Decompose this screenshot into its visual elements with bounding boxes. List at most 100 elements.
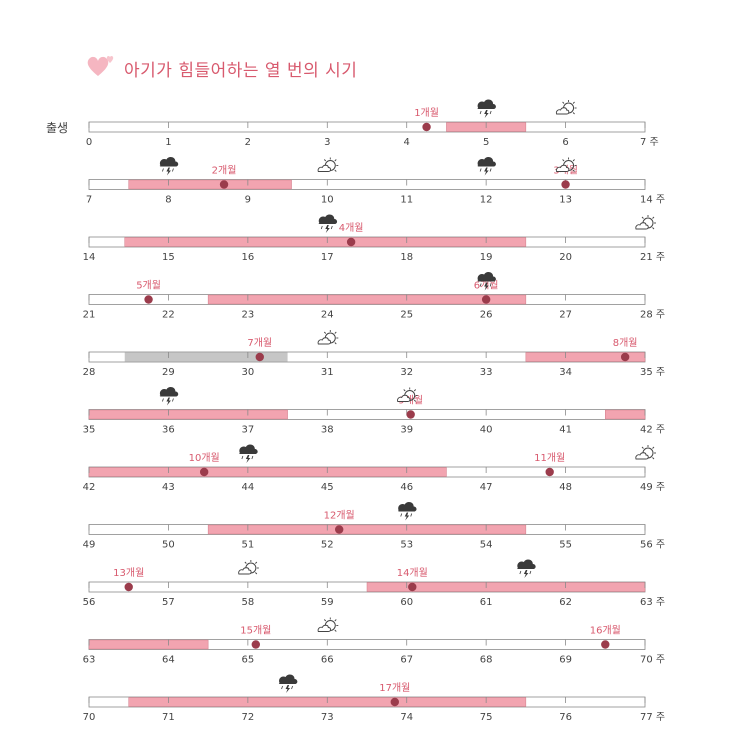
week-tick-label: 74 — [400, 712, 413, 723]
month-marker-label: 15개월 — [240, 625, 271, 637]
month-marker-dot — [545, 467, 554, 477]
month-marker-dot — [251, 640, 260, 649]
week-tick-label: 63 주 — [640, 597, 665, 608]
month-marker-label: 4개월 — [339, 222, 364, 234]
month-marker-dot — [144, 295, 153, 304]
week-tick-label: 41 — [559, 425, 572, 436]
week-tick-label: 60 — [400, 597, 413, 608]
week-tick-label: 65 — [241, 655, 254, 666]
week-tick-label: 8 — [165, 195, 171, 206]
month-marker-dot — [390, 697, 399, 707]
timeline-row: 56 57 58 59 60 61 62 63 주 13개월 14개월 — [83, 559, 665, 608]
week-tick-label: 32 — [400, 367, 413, 378]
week-tick-label: 39 — [400, 425, 413, 436]
month-marker-dot — [199, 467, 209, 477]
week-tick-label: 69 — [559, 655, 572, 666]
difficult-period-bar — [88, 409, 288, 420]
week-tick-label: 38 — [321, 425, 334, 436]
week-tick-label: 67 — [400, 655, 413, 666]
week-tick-label: 73 — [321, 712, 334, 723]
week-tick-label: 62 — [559, 597, 572, 608]
week-tick-label: 34 — [559, 367, 572, 378]
week-tick-label: 40 — [480, 425, 493, 436]
week-tick-label: 2 — [245, 137, 251, 148]
week-tick-label: 20 — [559, 252, 572, 263]
week-tick-label: 35 — [83, 425, 96, 436]
storm-cloud-icon — [516, 559, 537, 579]
month-marker-dot — [601, 640, 610, 649]
week-tick-label: 58 — [241, 597, 254, 608]
storm-cloud-icon — [159, 156, 179, 176]
month-marker-label: 1개월 — [414, 107, 439, 119]
difficult-period-bar — [88, 467, 447, 477]
timeline-row: 0 1 2 3 4 5 6 7 주 1개월 — [86, 99, 659, 148]
week-tick-label: 37 — [241, 425, 254, 436]
month-marker-dot — [408, 582, 417, 592]
week-tick-label: 46 — [400, 482, 413, 493]
month-marker-label: 13개월 — [113, 567, 144, 579]
week-tick-label: 76 — [559, 712, 572, 723]
week-tick-label: 50 — [162, 540, 175, 551]
week-tick-label: 45 — [321, 482, 334, 493]
storm-cloud-icon — [318, 214, 338, 234]
week-tick-label: 70 — [83, 712, 96, 723]
month-marker-label: 14개월 — [397, 567, 428, 579]
week-tick-label: 71 — [162, 712, 175, 723]
week-tick-label: 57 — [162, 597, 175, 608]
month-marker-label: 12개월 — [324, 510, 355, 522]
month-marker-label: 16개월 — [590, 625, 621, 637]
difficult-period-bar — [128, 179, 292, 190]
week-tick-label: 47 — [480, 482, 493, 493]
month-marker-dot — [422, 122, 431, 132]
difficult-period-bar — [124, 237, 527, 247]
page-title: 아기가 힘들어하는 열 번의 시기 — [124, 61, 358, 81]
month-marker-label: 5개월 — [136, 280, 161, 292]
week-tick-label: 61 — [480, 597, 493, 608]
difficult-period-bar — [88, 639, 209, 650]
month-marker-dot — [335, 525, 344, 534]
week-tick-label: 44 — [241, 482, 254, 493]
week-tick-label: 5 — [483, 137, 489, 148]
week-tick-label: 42 주 — [640, 425, 665, 436]
month-marker-label: 7개월 — [247, 337, 272, 349]
storm-cloud-icon — [477, 99, 497, 119]
week-tick-label: 63 — [83, 655, 96, 666]
week-tick-label: 66 — [321, 655, 334, 666]
week-tick-label: 56 — [83, 597, 96, 608]
week-tick-label: 70 주 — [640, 655, 665, 666]
week-tick-label: 53 — [400, 540, 413, 551]
month-marker-dot — [124, 582, 133, 592]
month-marker-label: 11개월 — [534, 452, 565, 464]
sun-behind-cloud-icon — [317, 617, 339, 632]
week-tick-label: 75 — [480, 712, 493, 723]
week-tick-label: 49 주 — [640, 482, 665, 493]
week-tick-label: 52 — [321, 540, 334, 551]
timeline-row: 42 43 44 45 46 47 48 49 주 10개월 11개월 — [83, 444, 665, 493]
week-tick-label: 68 — [480, 655, 493, 666]
timeline-row: 70 71 72 73 74 75 76 77 주 17개월 — [83, 674, 665, 723]
difficult-period-bar — [605, 409, 646, 420]
gray-period-bar — [124, 352, 288, 362]
storm-cloud-icon — [477, 156, 497, 176]
week-tick-label: 33 — [480, 367, 493, 378]
week-tick-label: 55 — [559, 540, 572, 551]
month-marker-dot — [219, 180, 229, 189]
week-tick-label: 22 — [162, 310, 175, 321]
week-tick-label: 43 — [162, 482, 175, 493]
week-tick-label: 21 — [83, 310, 96, 321]
month-marker-dot — [346, 237, 356, 247]
week-tick-label: 12 — [480, 195, 493, 206]
week-tick-label: 14 — [83, 252, 96, 263]
difficult-period-bar — [207, 294, 527, 305]
sun-behind-cloud-icon — [317, 157, 339, 172]
timeline-row: 63 64 65 66 67 68 69 70 주 15개월 16개월 — [83, 617, 665, 666]
month-marker-label: 2개월 — [212, 165, 237, 177]
month-marker-dot — [481, 295, 491, 304]
week-tick-label: 49 — [83, 540, 96, 551]
storm-cloud-icon — [238, 444, 259, 464]
sun-behind-cloud-icon — [317, 329, 339, 345]
storm-cloud-icon — [159, 386, 179, 406]
